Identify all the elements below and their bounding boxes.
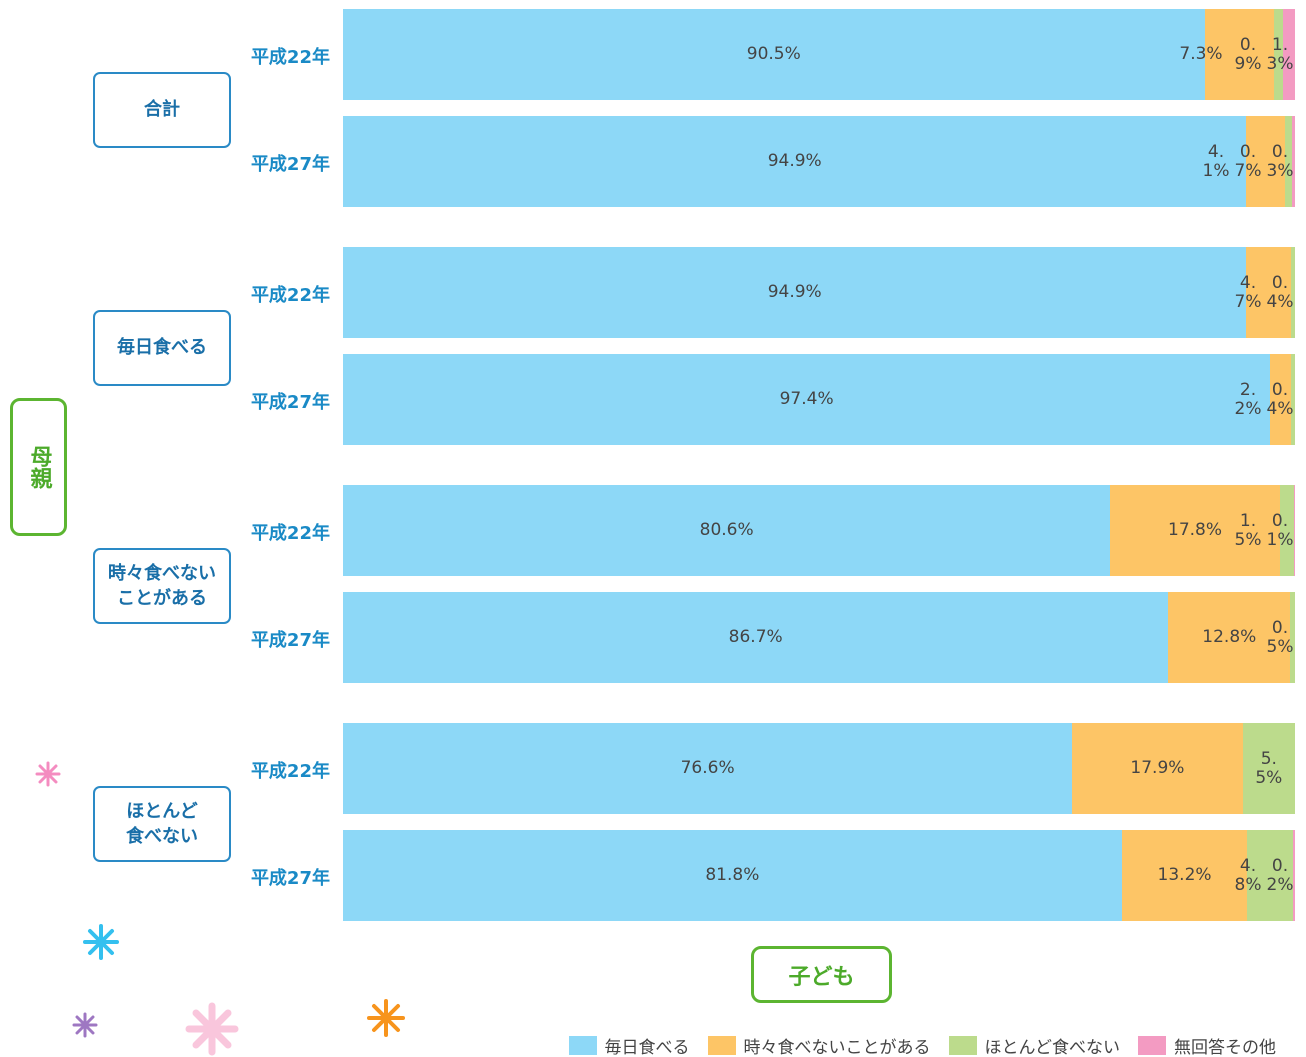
bar-segment xyxy=(1279,485,1295,576)
group-label: 合計 xyxy=(93,72,231,148)
value-label: 1.3% xyxy=(1266,34,1294,74)
value-label: 4.1% xyxy=(1202,141,1230,181)
value-label: 7.3% xyxy=(1179,44,1223,65)
bar-segment xyxy=(1121,830,1248,921)
bar-segment xyxy=(1247,830,1294,921)
value-label: 12.8% xyxy=(1202,627,1257,648)
value-label: 0.9% xyxy=(1234,34,1262,74)
legend-item: 毎日食べる xyxy=(568,1033,690,1057)
bar-segment xyxy=(1292,116,1295,207)
value-label: 0.5% xyxy=(1266,617,1294,657)
value-label: 17.9% xyxy=(1130,758,1185,779)
legend-item: ほとんど食べない xyxy=(948,1033,1121,1057)
value-label: 81.8% xyxy=(705,865,760,886)
value-label: 4.7% xyxy=(1234,272,1262,312)
bar-segment xyxy=(1072,723,1243,814)
bar-segment xyxy=(1110,485,1280,576)
y-tick-label: 平成22年 xyxy=(250,522,330,544)
legend-item: 時々食べないことがある xyxy=(707,1033,931,1057)
value-label: 76.6% xyxy=(680,758,735,779)
group-label: 毎日食べる xyxy=(93,310,231,386)
value-label: 86.7% xyxy=(728,627,783,648)
y-tick-label: 平成27年 xyxy=(250,867,330,889)
bar-segment xyxy=(1274,9,1283,100)
bar-segment xyxy=(343,723,1073,814)
value-label: 5.5% xyxy=(1255,748,1283,788)
decoration xyxy=(185,1002,239,1056)
value-label: 0.4% xyxy=(1266,272,1294,312)
legend-swatch xyxy=(568,1036,597,1055)
value-label: 2.2% xyxy=(1234,379,1262,419)
decoration xyxy=(367,999,405,1037)
bar-segment xyxy=(1290,592,1295,683)
value-label: 0.3% xyxy=(1266,141,1294,181)
group-label: 時々食べない ことがある xyxy=(93,548,231,624)
y-tick-label: 平成22年 xyxy=(250,284,330,306)
bar-segment xyxy=(343,592,1169,683)
group-label: ほとんど 食べない xyxy=(93,786,231,862)
value-label: 13.2% xyxy=(1157,865,1212,886)
y-tick-label: 平成22年 xyxy=(250,46,330,68)
bar-segment xyxy=(343,485,1111,576)
legend-label: ほとんど食べない xyxy=(984,1038,1121,1057)
bar-segment xyxy=(343,830,1122,921)
legend: 毎日食べる 時々食べないことがある ほとんど食べない 無回答その他 xyxy=(568,1033,1276,1057)
value-label: 90.5% xyxy=(746,44,801,65)
y-tick-label: 平成27年 xyxy=(250,629,330,651)
bar-segment xyxy=(1246,116,1286,207)
y-axis-label: 母親 xyxy=(10,398,67,536)
bar-segment xyxy=(343,354,1271,445)
bar-segment xyxy=(1294,485,1295,576)
value-label: 0.1% xyxy=(1266,510,1294,550)
value-label: 0.7% xyxy=(1234,141,1262,181)
bar-segment xyxy=(1246,247,1292,338)
bar-segment xyxy=(1282,9,1295,100)
value-label: 94.9% xyxy=(767,151,822,172)
legend-swatch xyxy=(707,1036,736,1055)
bar-segment xyxy=(1285,116,1293,207)
value-label: 97.4% xyxy=(779,389,834,410)
bar-segment xyxy=(1168,592,1291,683)
legend-label: 時々食べないことがある xyxy=(743,1038,931,1057)
bar-segment xyxy=(1270,354,1292,445)
decoration xyxy=(72,1012,98,1038)
legend-label: 毎日食べる xyxy=(604,1038,690,1057)
bar-segment xyxy=(343,9,1205,100)
value-label: 80.6% xyxy=(699,520,754,541)
y-tick-label: 平成22年 xyxy=(250,760,330,782)
bar-segment xyxy=(1242,723,1295,814)
value-label: 0.4% xyxy=(1266,379,1294,419)
bar-segment xyxy=(1293,830,1295,921)
x-axis-label: 子ども xyxy=(751,946,892,1003)
legend-swatch xyxy=(948,1036,977,1055)
value-label: 94.9% xyxy=(767,282,822,303)
value-label: 17.8% xyxy=(1168,520,1223,541)
bar-segment xyxy=(1291,247,1295,338)
bar-segment xyxy=(1204,9,1275,100)
bar-segment xyxy=(1291,354,1295,445)
legend-swatch xyxy=(1138,1036,1166,1055)
legend-label: 無回答その他 xyxy=(1174,1038,1276,1057)
value-label: 4.8% xyxy=(1234,855,1262,895)
value-label: 0.2% xyxy=(1266,855,1294,895)
y-tick-label: 平成27年 xyxy=(250,153,330,175)
decoration xyxy=(83,924,119,960)
value-label: 1.5% xyxy=(1234,510,1262,550)
legend-item: 無回答その他 xyxy=(1138,1033,1276,1057)
bar-segment xyxy=(343,247,1247,338)
bar-segment xyxy=(343,116,1247,207)
decoration xyxy=(35,761,61,787)
y-tick-label: 平成27年 xyxy=(250,391,330,413)
